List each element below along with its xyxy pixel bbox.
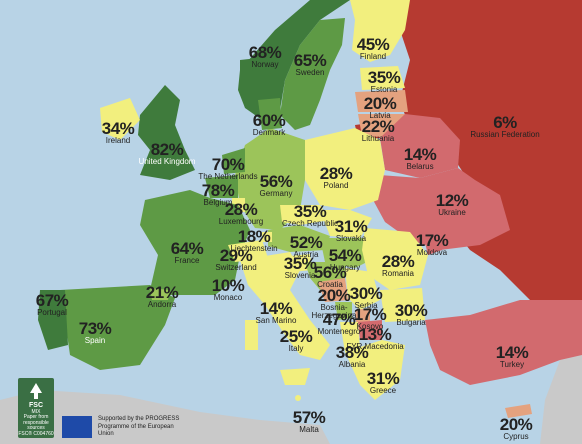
region-spain	[60, 285, 175, 370]
eu-flag-icon	[62, 416, 92, 438]
region-switzerland	[228, 240, 268, 262]
region-romania	[362, 228, 428, 290]
label-austria: 52% Austria	[289, 233, 323, 259]
label-netherlands: 70% The Netherlands	[198, 155, 258, 181]
label-andorra: 21% Andorra	[145, 283, 179, 309]
label-ukraine: 12% Ukraine	[435, 191, 469, 217]
label-sweden: 65% Sweden	[293, 51, 327, 77]
label-slovenia: 35% Slovenia	[283, 254, 317, 280]
label-russia: 6% Russian Federation	[470, 113, 540, 139]
region-belgium	[205, 175, 238, 198]
region-finland	[350, 0, 410, 62]
label-kosovo: 17% Kosovo	[353, 305, 387, 331]
region-albania	[340, 322, 360, 352]
region-ireland	[100, 98, 140, 140]
label-poland: 28% Poland	[319, 164, 353, 190]
label-romania: 28% Romania	[381, 252, 415, 278]
label-germany: 56% Germany	[259, 172, 293, 198]
region-montenegro	[335, 302, 352, 320]
region-uk	[138, 85, 195, 180]
label-italy: 25% Italy	[279, 327, 313, 353]
fsc-logo: FSC MIX Paper from responsible sources F…	[18, 378, 54, 438]
region-sicily	[280, 368, 310, 385]
label-norway: 68% Norway	[248, 43, 282, 69]
fsc-brand: FSC	[29, 402, 43, 409]
fsc-tree-icon	[30, 383, 42, 399]
label-spain: 73% Spain	[78, 319, 112, 345]
region-slovenia	[290, 254, 312, 272]
label-albania: 38% Albania	[335, 343, 369, 369]
label-malta: 57% Malta	[292, 408, 326, 434]
region-czech	[280, 205, 330, 225]
middle-east-land	[540, 355, 582, 444]
region-france	[140, 190, 250, 295]
label-bosnia: 20% Bosnia-Herzegovina	[311, 286, 357, 320]
region-greece	[345, 340, 405, 400]
fsc-desc: Paper from responsible sources	[23, 414, 49, 432]
label-slovakia: 31% Slovakia	[334, 217, 368, 243]
region-hungary	[320, 238, 375, 268]
region-poland	[305, 128, 385, 210]
region-netherlands	[222, 148, 245, 174]
label-serbia: 30% Serbia	[349, 284, 383, 310]
fsc-mix: MIX	[31, 408, 41, 415]
label-czech: 35% Czech Republic	[281, 202, 339, 228]
region-denmark	[258, 98, 282, 130]
region-liechtenstein	[262, 232, 272, 242]
region-moldova	[420, 220, 442, 255]
region-bulgaria	[380, 288, 425, 322]
label-liechtenstein: 18% Liechtenstein	[230, 227, 278, 253]
label-latvia: 20% Latvia	[363, 94, 397, 120]
label-cyprus: 20% Cyprus	[499, 415, 533, 441]
region-estonia	[360, 66, 405, 90]
region-iceland	[240, 58, 258, 72]
region-kosovo	[355, 308, 370, 322]
label-uk: 82% United Kingdom	[138, 140, 196, 166]
label-greece: 31% Greece	[366, 369, 400, 395]
label-ireland: 34% Ireland	[101, 119, 135, 145]
region-bosnia	[318, 278, 348, 302]
label-moldova: 17% Moldova	[415, 231, 449, 257]
region-cyprus	[505, 404, 532, 418]
region-turkey	[425, 300, 582, 385]
label-croatia: 56% Croatia	[313, 263, 347, 289]
label-bulgaria: 30% Bulgaria	[394, 301, 428, 327]
label-france: 64% France	[170, 239, 204, 265]
region-portugal	[38, 290, 68, 350]
region-sardinia	[245, 320, 258, 350]
eu-support-text: Supported by the PROGRESS Programme of t…	[98, 416, 180, 437]
region-malta	[295, 395, 301, 401]
label-luxembourg: 28% Luxembourg	[218, 200, 264, 226]
region-slovakia	[320, 210, 372, 238]
region-germany	[235, 128, 305, 230]
fsc-code: FSC® C004760	[18, 430, 54, 437]
region-italy	[240, 252, 330, 360]
label-san-marino: 14% San Marino	[255, 299, 297, 325]
label-estonia: 35% Estonia	[367, 68, 401, 94]
label-hungary: 54% Hungary	[328, 246, 362, 272]
label-finland: 45% Finland	[356, 35, 390, 61]
region-latvia	[355, 90, 408, 112]
region-russia	[400, 0, 582, 300]
label-lithuania: 22% Lithuania	[361, 117, 395, 143]
region-sweden	[280, 18, 345, 130]
region-norway	[238, 0, 350, 120]
label-denmark: 60% Denmark	[252, 111, 286, 137]
label-portugal: 67% Portugal	[35, 291, 69, 317]
region-ukraine	[372, 168, 510, 250]
label-turkey: 14% Turkey	[495, 343, 529, 369]
label-switzerland: 29% Switzerland	[215, 246, 257, 272]
region-macedonia	[358, 320, 382, 340]
label-monaco: 10% Monaco	[211, 276, 245, 302]
label-belgium: 78% Belgium	[201, 181, 235, 207]
region-belarus	[380, 114, 460, 178]
label-montenegro: 47% Montenegro	[317, 310, 361, 336]
region-serbia	[345, 268, 380, 310]
region-andorra	[150, 288, 170, 300]
region-austria	[268, 225, 330, 252]
label-macedonia: 13% FYR Macedonia	[346, 325, 404, 351]
label-belarus: 14% Belarus	[403, 145, 437, 171]
